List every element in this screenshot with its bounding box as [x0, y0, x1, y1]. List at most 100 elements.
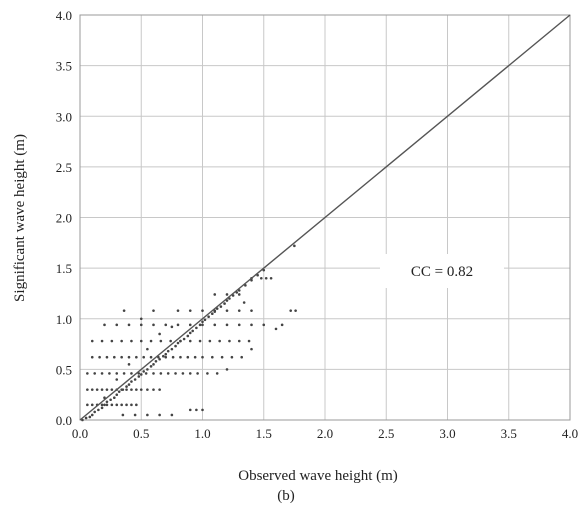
data-point — [130, 403, 133, 407]
data-point — [198, 323, 202, 327]
data-point — [240, 355, 243, 359]
data-point — [174, 344, 177, 348]
data-point — [110, 388, 114, 391]
data-point — [201, 320, 204, 324]
data-point — [100, 339, 104, 343]
data-point — [98, 355, 101, 359]
y-tick-label: 0.5 — [56, 362, 72, 377]
data-point — [250, 347, 253, 351]
x-tick-label: 4.0 — [562, 426, 578, 441]
x-tick-labels: 0.0 0.5 1.0 1.5 2.0 2.5 3.0 3.5 4.0 — [72, 426, 578, 441]
data-point — [237, 309, 241, 312]
data-point — [176, 309, 180, 312]
data-point — [122, 309, 126, 312]
data-point — [188, 372, 192, 375]
data-point — [133, 378, 137, 381]
data-point — [201, 355, 204, 359]
data-points — [81, 244, 297, 422]
data-point — [159, 339, 163, 343]
data-point — [90, 355, 94, 359]
data-point — [95, 388, 99, 391]
data-point — [186, 355, 190, 359]
data-point — [113, 396, 116, 400]
data-point — [213, 293, 217, 296]
y-tick-label: 1.0 — [56, 312, 72, 327]
data-point — [195, 326, 198, 330]
y-tick-label: 4.0 — [56, 8, 72, 23]
data-point — [90, 388, 94, 391]
y-tick-label: 3.5 — [56, 59, 72, 74]
data-point — [125, 385, 128, 388]
data-point — [230, 355, 234, 359]
data-point — [158, 413, 161, 417]
data-point — [228, 339, 231, 343]
data-point — [188, 408, 192, 412]
data-point — [264, 276, 268, 280]
data-point — [269, 276, 273, 280]
data-point — [133, 413, 137, 417]
data-point — [139, 373, 143, 376]
y-tick-label: 0.0 — [56, 413, 72, 428]
data-point — [188, 331, 192, 335]
data-point — [115, 403, 119, 407]
data-point — [188, 309, 192, 312]
data-point — [219, 305, 223, 308]
data-point — [158, 388, 161, 391]
data-point — [130, 372, 133, 375]
data-point — [225, 323, 229, 327]
data-point — [152, 388, 155, 391]
data-point — [201, 408, 204, 412]
data-point — [176, 323, 180, 327]
data-point — [203, 318, 207, 322]
data-point — [125, 388, 128, 391]
data-point — [86, 388, 89, 391]
data-point — [100, 372, 104, 375]
data-point — [97, 408, 100, 412]
data-point — [162, 354, 165, 358]
data-point — [108, 372, 111, 375]
data-point — [220, 355, 224, 359]
data-point — [146, 368, 149, 371]
data-point — [294, 309, 297, 312]
data-point — [201, 309, 204, 312]
data-point — [110, 403, 114, 407]
y-tick-label: 2.5 — [56, 160, 72, 175]
data-point — [152, 363, 155, 366]
plot-frame — [79, 14, 571, 421]
data-point — [207, 315, 210, 319]
data-point — [139, 317, 143, 321]
data-point — [149, 355, 153, 359]
data-point — [146, 413, 149, 417]
data-point — [152, 323, 155, 327]
data-point — [198, 339, 202, 343]
data-point — [100, 406, 104, 410]
data-point — [201, 323, 204, 327]
data-point — [179, 339, 182, 343]
x-tick-label: 3.5 — [501, 426, 517, 441]
panel-label: (b) — [277, 488, 295, 504]
data-point — [158, 332, 161, 336]
data-point — [250, 323, 253, 327]
data-point — [166, 372, 170, 375]
data-point — [105, 400, 109, 404]
data-point — [274, 327, 278, 331]
data-point — [169, 339, 172, 343]
data-point — [86, 403, 89, 407]
data-point — [146, 347, 149, 351]
data-point — [293, 244, 296, 248]
data-point — [90, 339, 94, 343]
data-point — [103, 403, 106, 407]
data-point — [149, 339, 153, 343]
data-point — [193, 355, 197, 359]
data-point — [181, 372, 185, 375]
data-point — [113, 355, 116, 359]
data-point — [115, 393, 119, 396]
y-tick-label: 2.0 — [56, 211, 72, 226]
data-point — [120, 339, 123, 343]
data-point — [237, 339, 241, 343]
y-tick-label: 3.0 — [56, 109, 72, 124]
y-tick-labels: 0.0 0.5 1.0 1.5 2.0 2.5 3.0 3.5 4.0 — [56, 8, 72, 428]
data-point — [86, 372, 89, 375]
data-point — [90, 413, 94, 417]
data-point — [121, 413, 125, 417]
